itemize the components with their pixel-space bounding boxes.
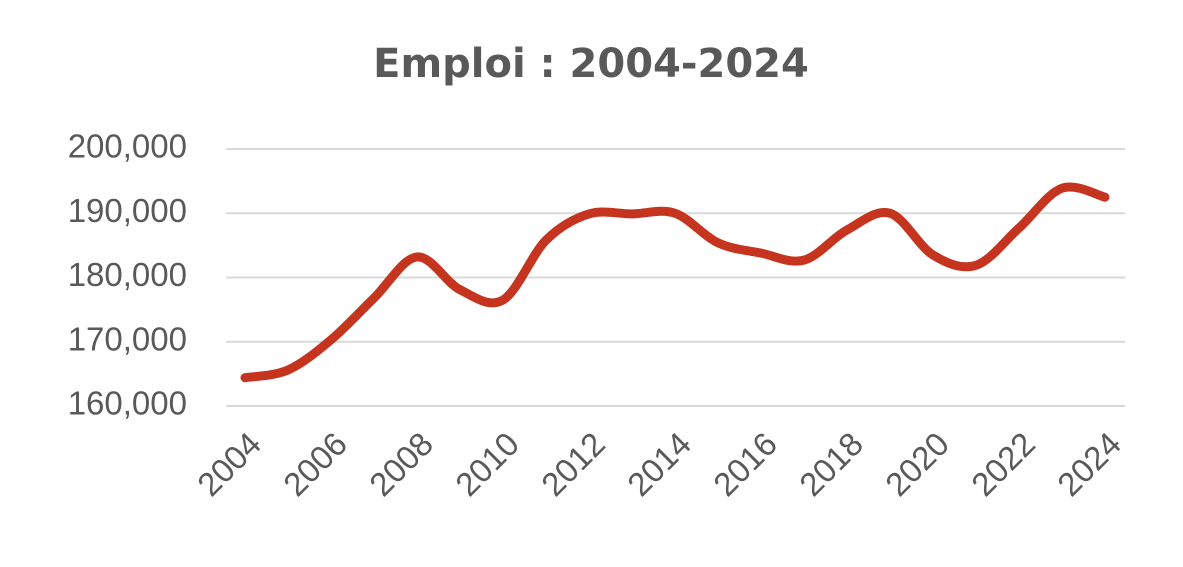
y-tick-label: 160,000: [68, 385, 187, 422]
y-tick-label: 190,000: [68, 192, 187, 229]
x-tick-label: 2004: [190, 425, 268, 503]
x-tick-label: 2010: [448, 425, 526, 503]
x-tick-label: 2020: [878, 425, 956, 503]
chart-title: Emploi : 2004-2024: [373, 41, 809, 87]
y-tick-label: 200,000: [68, 128, 187, 165]
x-tick-label: 2006: [276, 425, 354, 503]
x-tick-label: 2022: [964, 425, 1042, 503]
x-tick-label: 2012: [534, 425, 612, 503]
y-tick-label: 170,000: [68, 320, 187, 357]
line-series: [240, 182, 1110, 383]
x-tick-label: 2014: [620, 425, 698, 503]
x-tick-label: 2016: [706, 425, 784, 503]
y-tick-label: 180,000: [68, 256, 187, 293]
x-tick-label: 2024: [1050, 425, 1128, 503]
x-tick-label: 2018: [792, 425, 870, 503]
x-tick-label: 2008: [362, 425, 440, 503]
